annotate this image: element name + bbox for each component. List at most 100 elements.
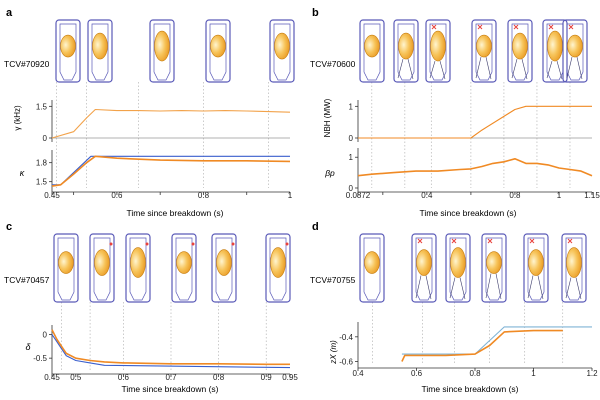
series-line-reference	[401, 326, 592, 355]
equilibrium-snapshot	[53, 233, 79, 303]
vessel-inner-wall	[153, 23, 171, 81]
vessel-inner-wall	[91, 23, 109, 81]
equilibrium-snapshot	[542, 19, 568, 83]
y-tick-label: 1.5	[36, 178, 48, 187]
subplot-d-0: -0.6 -0.4	[339, 322, 592, 368]
x-tick-label: 0.8	[213, 373, 225, 382]
vessel-outer-wall	[125, 233, 151, 303]
vessel-outer-wall	[205, 19, 231, 83]
vessel-inner-wall	[273, 23, 291, 81]
shot-label-a: TCV#70920	[4, 59, 50, 69]
series-line-NBH	[358, 105, 592, 139]
equilibrium-snapshot	[471, 19, 497, 83]
plasma-cross-section	[364, 251, 380, 274]
equilibrium-snapshot	[562, 19, 588, 83]
vessel-inner-wall	[363, 237, 381, 301]
strike-point-marker	[191, 242, 195, 246]
plasma-cross-section	[566, 247, 582, 278]
vessel-outer-wall	[507, 19, 533, 83]
x-tick-label: 0.4	[421, 191, 433, 200]
xlabel-b: Time since breakdown (s)	[420, 208, 517, 218]
plasma-cross-section	[274, 32, 290, 60]
divertor-leg	[485, 273, 502, 300]
y-tick-label: 1.5	[36, 102, 48, 111]
x-tick-label: 0.0872	[346, 191, 371, 200]
x-point-marker	[431, 24, 437, 30]
y-tick-label: 0	[43, 330, 48, 339]
plasma-cross-section	[547, 30, 563, 62]
x-point-marker	[417, 238, 423, 244]
vessel-inner-wall	[485, 237, 503, 301]
vessel-inner-wall	[475, 23, 493, 81]
vessel-inner-wall	[59, 23, 77, 81]
y-tick-label: -0.5	[33, 354, 47, 363]
y-tick-label: -0.4	[339, 333, 353, 342]
equilibrium-snapshot	[561, 233, 587, 303]
divertor-leg	[429, 60, 446, 80]
vessel-outer-wall	[55, 19, 81, 83]
equilibrium-snapshot	[89, 233, 115, 303]
equilibrium-snapshot	[359, 233, 385, 303]
equilibrium-snapshot	[149, 19, 175, 83]
divertor-leg	[511, 58, 528, 80]
panel-label-b: b	[312, 7, 319, 19]
vessel-inner-wall	[363, 23, 381, 81]
vessel-outer-wall	[265, 233, 291, 303]
vessel-inner-wall	[429, 23, 447, 81]
strike-point-marker	[231, 242, 235, 246]
plasma-cross-section	[567, 34, 583, 58]
shot-label-d: TCV#70755	[310, 275, 356, 285]
divertor-leg	[565, 277, 582, 300]
divertor-leg	[527, 275, 544, 300]
equilibrium-snapshot	[445, 233, 471, 303]
vessel-outer-wall	[481, 233, 507, 303]
divertor-leg	[546, 60, 563, 80]
x-tick-label: 1.15	[584, 191, 600, 200]
plasma-cross-section	[176, 251, 192, 274]
equilibrium-snapshot	[55, 19, 81, 83]
equilibrium-snapshot	[211, 233, 237, 303]
vessel-inner-wall	[566, 23, 584, 81]
shot-label-c: TCV#70457	[4, 275, 50, 285]
vessel-inner-wall	[415, 237, 433, 301]
vessel-inner-wall	[269, 237, 287, 301]
y-tick-label: 1	[349, 153, 354, 162]
plasma-cross-section	[60, 34, 76, 58]
x-point-marker	[529, 238, 535, 244]
panel-label-d: d	[312, 221, 319, 233]
plasma-cross-section	[512, 32, 528, 60]
x-tick-label: 1	[531, 369, 536, 378]
vessel-outer-wall	[393, 19, 419, 83]
shot-label-b: TCV#70600	[310, 59, 356, 69]
divertor-leg	[449, 277, 466, 300]
plasma-cross-section	[154, 30, 170, 62]
y-tick-label: 1	[349, 102, 354, 111]
plasma-cross-section	[476, 34, 492, 58]
vessel-inner-wall	[449, 237, 467, 301]
vessel-outer-wall	[211, 233, 237, 303]
xlabel-d: Time since breakdown (s)	[422, 384, 519, 394]
x-tick-label: 1	[557, 191, 562, 200]
divertor-leg	[566, 56, 583, 80]
plasma-cross-section	[94, 249, 110, 276]
series-line-γ	[51, 108, 291, 139]
plasma-cross-section	[528, 249, 544, 276]
plasma-cross-section	[398, 32, 414, 60]
vessel-inner-wall	[565, 237, 583, 301]
equilibrium-snapshot	[205, 19, 231, 83]
y-tick-label: 0	[349, 184, 354, 193]
ylabel-b-nbh: NBH (MW)	[323, 98, 332, 137]
x-tick-label: 0.45	[44, 191, 60, 200]
vessel-outer-wall	[89, 233, 115, 303]
x-tick-label: 0.8	[509, 191, 521, 200]
x-tick-label: 0.5	[70, 373, 82, 382]
equilibrium-snapshot	[523, 233, 549, 303]
vessel-inner-wall	[511, 23, 529, 81]
equilibrium-snapshot	[411, 233, 437, 303]
xlabel-c: Time since breakdown (s)	[122, 384, 219, 394]
equilibrium-snapshot	[359, 19, 385, 83]
plasma-cross-section	[416, 249, 432, 276]
subplot-a-0: 01.5	[36, 100, 291, 143]
x-tick-label: 0.9	[261, 373, 273, 382]
